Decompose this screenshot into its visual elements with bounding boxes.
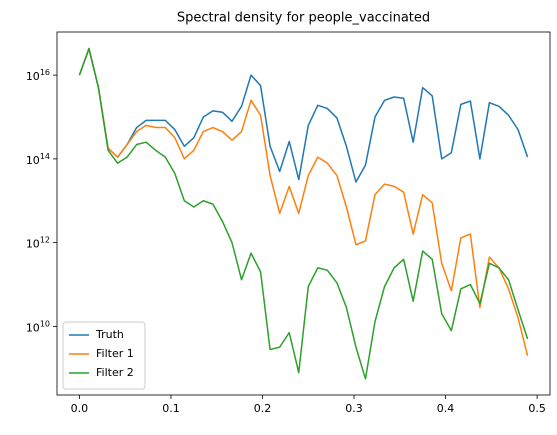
x-tick-label: 0.5: [528, 402, 546, 415]
line-series: [78, 47, 529, 356]
chart-title: Spectral density for people_vaccinated: [177, 11, 430, 26]
x-tick-label: 0.2: [254, 402, 272, 415]
x-tick-label: 0.4: [437, 402, 455, 415]
legend-label: Truth: [95, 328, 124, 341]
legend-label: Filter 2: [96, 366, 134, 379]
y-tick-label: 1016: [26, 68, 50, 84]
y-tick-label: 1014: [26, 151, 50, 167]
line-series: [78, 47, 529, 380]
x-tick-label: 0.1: [162, 402, 180, 415]
legend-label: Filter 1: [96, 347, 134, 360]
x-tick-label: 0.3: [345, 402, 363, 415]
plot-frame: [56, 31, 551, 396]
y-tick-label: 1010: [26, 319, 50, 335]
x-tick-label: 0.0: [71, 402, 89, 415]
line-series: [78, 47, 529, 183]
y-tick-label: 1012: [26, 235, 50, 251]
